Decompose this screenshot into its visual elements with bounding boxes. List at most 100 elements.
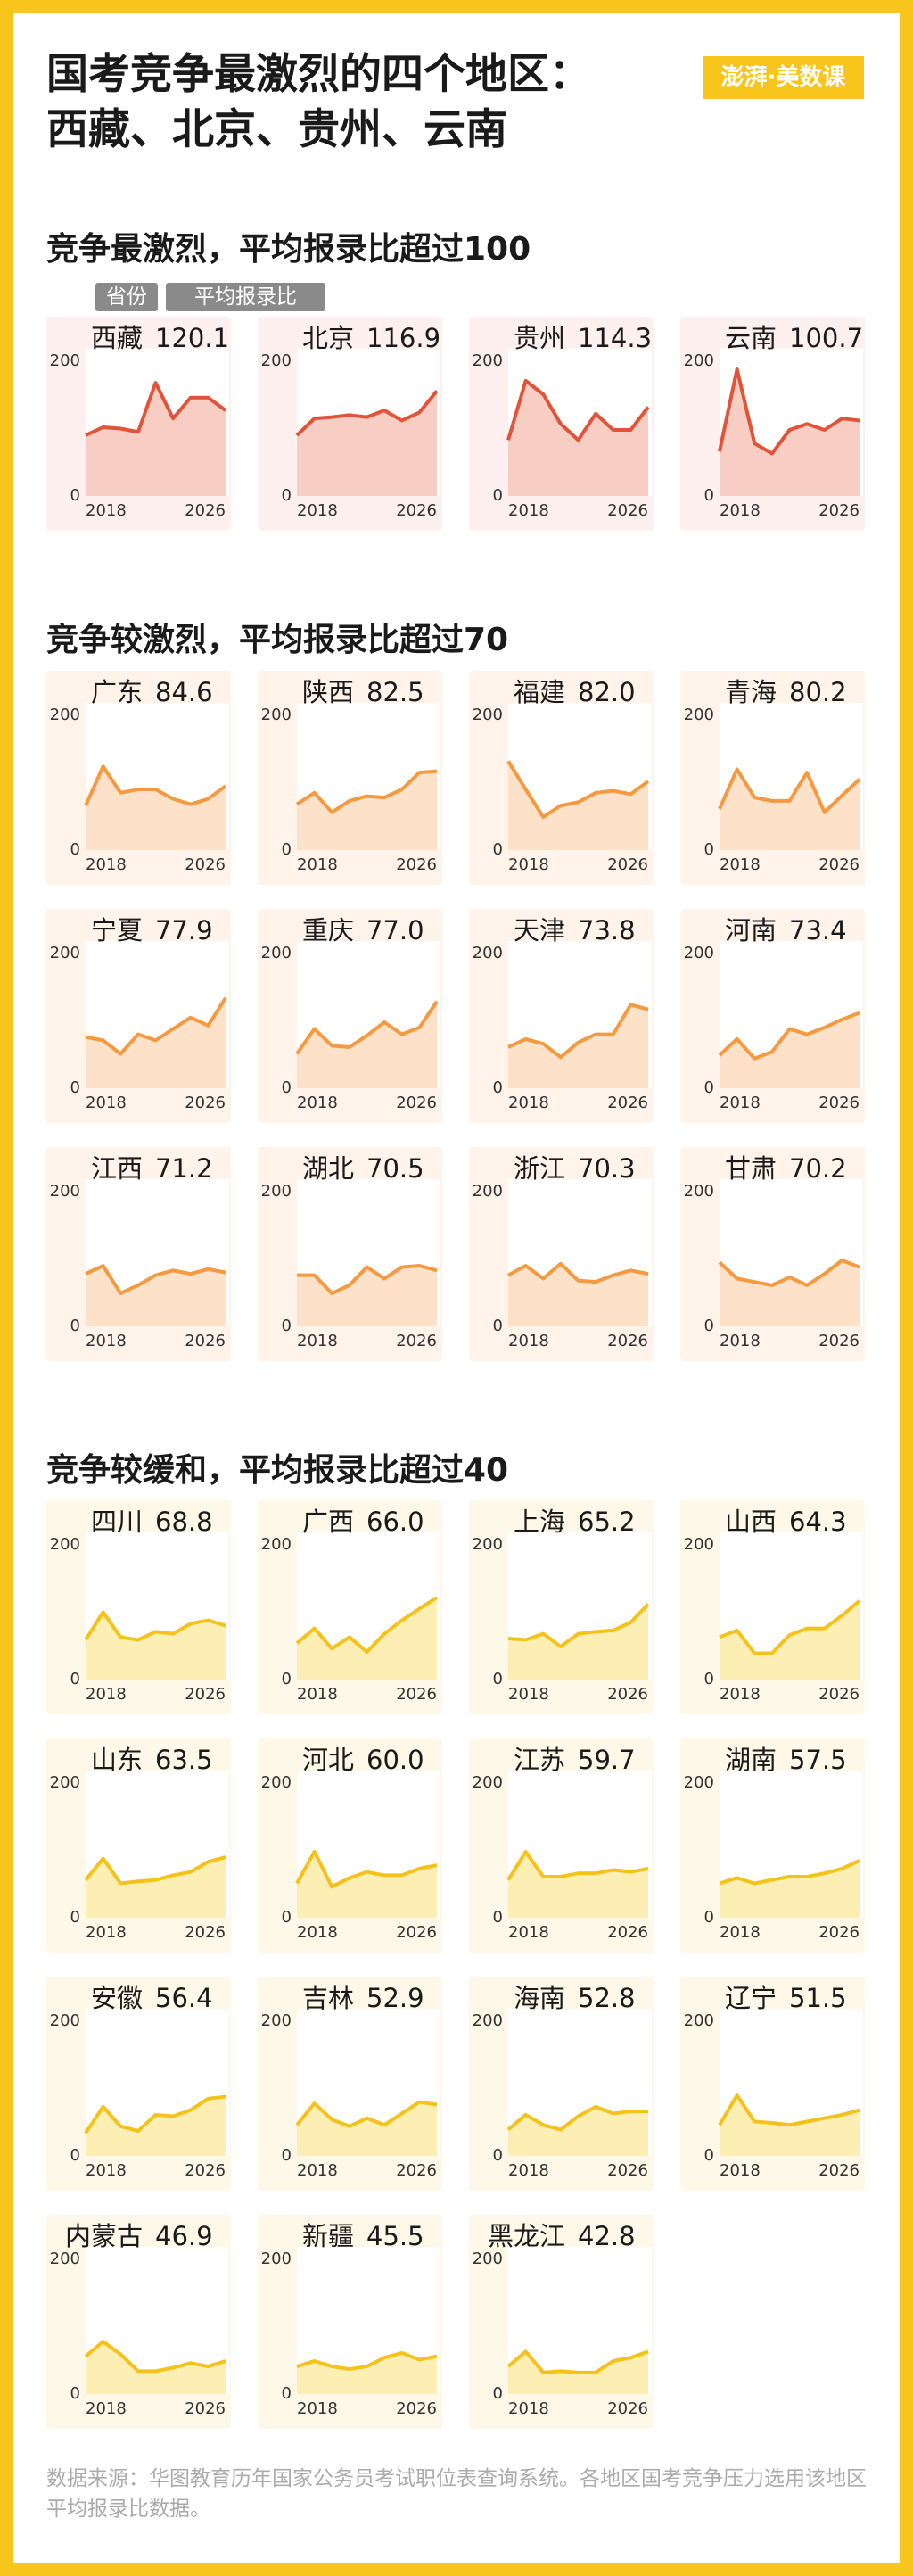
line [295,2100,438,2128]
y-tick-label: 0 [704,2146,714,2165]
area [86,1266,226,1326]
mini-chart: 安徽 56.4 0 200 2018 2026 [46,1977,231,2191]
area [297,1266,437,1326]
average-value: 60.0 [366,1745,424,1775]
y-tick-label: 200 [261,944,292,962]
area [508,1604,648,1680]
region-name: 重庆 [302,915,354,945]
y-tick-label: 0 [70,1317,80,1335]
y-tick-label: 0 [493,840,503,859]
region-name: 辽宁 [725,1983,777,2013]
y-tick-label: 0 [70,1670,80,1688]
mini-chart: 浙江 70.3 0 200 2018 2026 [469,1147,654,1361]
line [85,996,227,1056]
y-tick-label: 200 [50,2011,80,2030]
x-tick-label: 2018 [86,1923,127,1942]
x-tick-label: 2018 [297,1094,338,1112]
x-tick-label: 2026 [396,1685,437,1704]
y-tick-label: 0 [493,1078,503,1097]
average-value: 65.2 [578,1507,636,1537]
line [506,2349,649,2374]
area [720,1600,860,1680]
line [84,2094,226,2134]
x-tick-label: 2026 [607,1685,648,1704]
average-value: 42.8 [578,2221,636,2251]
y-tick-label: 200 [684,706,714,724]
average-value: 82.0 [578,677,636,707]
average-value: 116.9 [366,323,440,353]
average-value: 57.5 [789,1745,847,1775]
x-tick-label: 2026 [818,501,860,520]
x-tick-label: 2026 [185,855,226,874]
y-tick-label: 0 [282,2146,292,2165]
legend-tag: 平均报录比 [166,283,325,311]
region-name: 安徽 [91,1983,143,2013]
x-tick-label: 2026 [185,1685,226,1704]
line [296,2350,438,2372]
average-value: 71.2 [155,1153,213,1184]
y-tick-label: 0 [282,1078,292,1097]
x-tick-label: 2018 [86,2161,127,2180]
line [85,1264,226,1296]
average-value: 114.3 [578,323,652,353]
y-tick-label: 200 [50,1773,80,1792]
y-tick-label: 200 [261,1182,292,1201]
y-tick-label: 200 [50,944,80,962]
mini-chart: 青海 80.2 0 200 2018 2026 [680,671,865,885]
area [86,997,226,1088]
y-tick-label: 0 [493,2146,503,2165]
y-tick-label: 200 [684,351,714,370]
line [295,389,439,437]
region-name: 新疆 [302,2221,354,2251]
x-tick-label: 2026 [607,1923,648,1942]
x-tick-label: 2018 [297,1923,338,1942]
x-tick-label: 2026 [818,1094,860,1112]
average-value: 82.5 [366,677,424,707]
average-value: 84.6 [155,677,213,707]
x-tick-label: 2018 [297,501,338,520]
mini-chart: 云南 100.7 0 200 2018 2026 [680,317,865,531]
region-name: 湖北 [302,1153,354,1184]
average-value: 52.8 [578,1983,636,2013]
x-tick-label: 2018 [297,2399,338,2418]
y-tick-label: 0 [282,840,292,859]
section-title: 竞争较缓和，平均报录比超过40 [46,1452,509,1489]
mini-chart: 四川 68.8 0 200 2018 2026 [46,1500,231,1714]
x-tick-label: 2026 [396,1332,437,1350]
x-tick-label: 2018 [720,501,761,520]
mini-chart: 新疆 45.5 0 200 2018 2026 [258,2215,442,2429]
x-tick-label: 2018 [86,1094,127,1112]
y-tick-label: 0 [704,1317,714,1335]
region-name: 吉林 [302,1983,354,2013]
region-name: 云南 [725,323,777,353]
x-tick-label: 2026 [607,1094,648,1112]
mini-chart: 贵州 114.3 0 200 2018 2026 [469,317,654,531]
average-value: 73.4 [789,915,847,945]
x-tick-label: 2026 [396,501,437,520]
region-name: 宁夏 [91,915,143,945]
region-name: 福建 [514,677,565,707]
x-tick-label: 2018 [86,2399,127,2418]
y-tick-label: 200 [473,2250,503,2268]
y-tick-label: 200 [684,1182,714,1201]
mini-chart: 重庆 77.0 0 200 2018 2026 [258,909,442,1123]
region-name: 北京 [302,323,354,353]
line [718,1259,860,1287]
line [718,767,861,814]
region-name: 青海 [725,677,777,707]
average-value: 77.9 [155,915,213,945]
line [718,2093,860,2127]
y-tick-label: 200 [50,1535,80,1554]
region-name: 陕西 [302,677,354,707]
x-tick-label: 2018 [508,1094,549,1112]
x-tick-label: 2026 [185,1094,226,1112]
mini-chart: 黑龙江 42.8 0 200 2018 2026 [469,2215,654,2429]
x-tick-label: 2026 [607,2399,648,2418]
mini-chart: 甘肃 70.2 0 200 2018 2026 [680,1147,865,1361]
x-tick-label: 2018 [508,2161,549,2180]
x-tick-label: 2018 [86,855,127,874]
y-tick-label: 0 [704,486,714,505]
average-value: 120.1 [155,323,229,353]
x-tick-label: 2018 [508,1923,549,1942]
